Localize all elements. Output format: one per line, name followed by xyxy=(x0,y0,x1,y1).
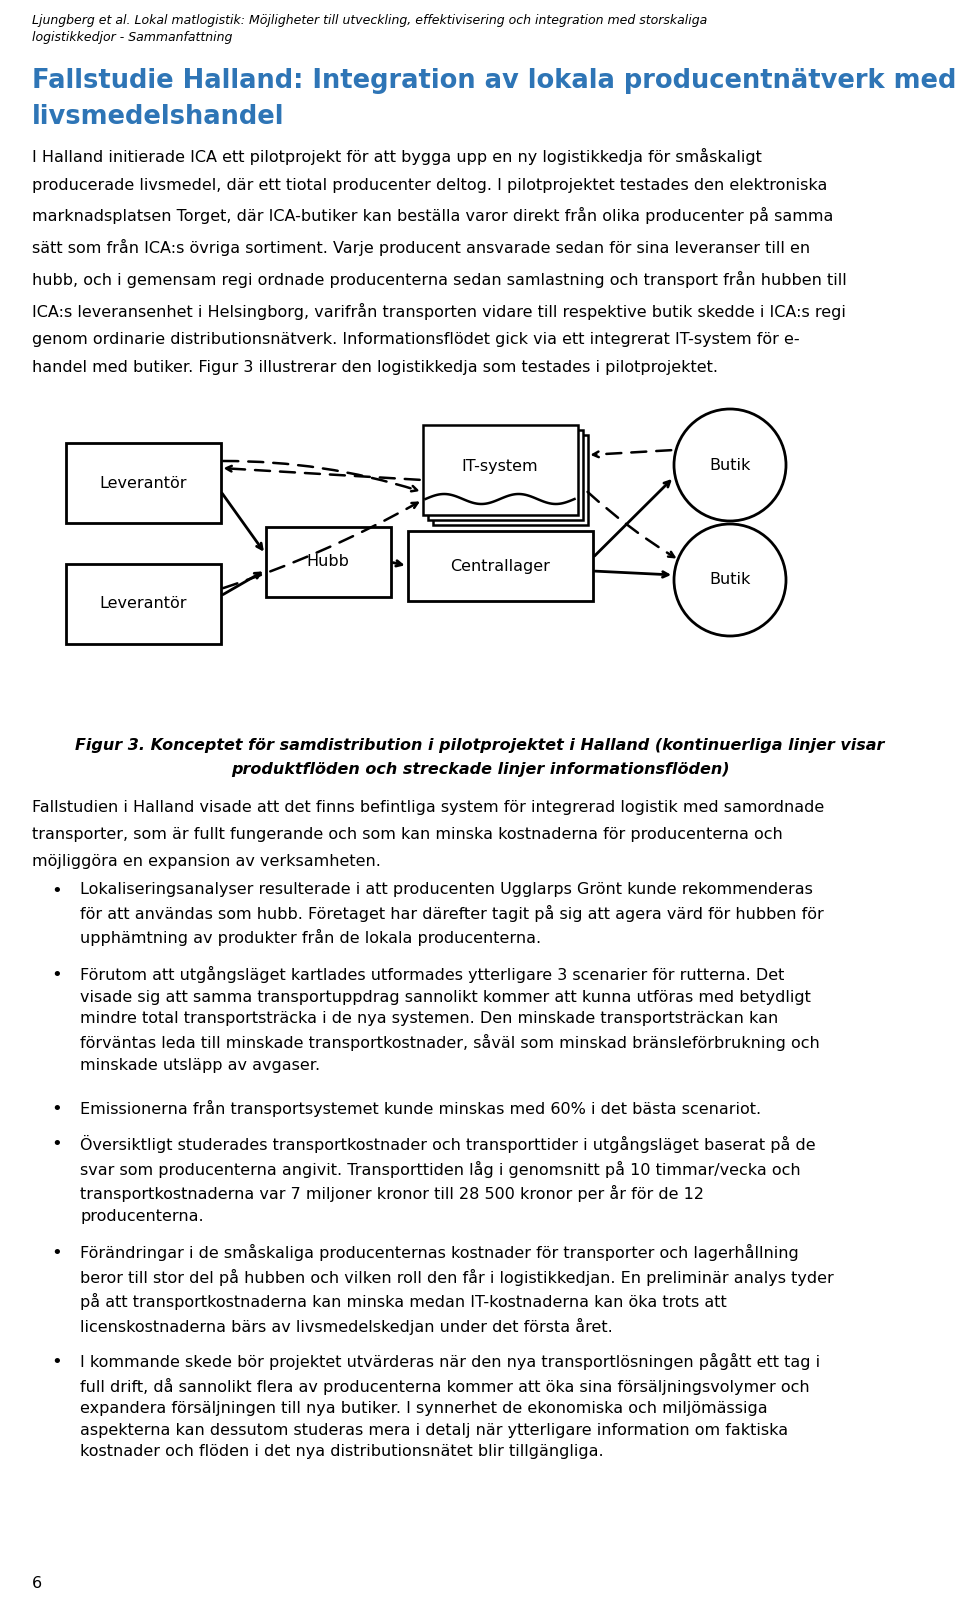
Text: IT-system: IT-system xyxy=(462,459,539,473)
Bar xyxy=(65,564,221,644)
Text: Leverantör: Leverantör xyxy=(99,476,187,491)
Text: Leverantör: Leverantör xyxy=(99,596,187,612)
Text: Hubb: Hubb xyxy=(306,555,349,569)
Bar xyxy=(407,531,592,601)
Text: Butik: Butik xyxy=(709,457,751,473)
Text: Centrallager: Centrallager xyxy=(450,558,550,574)
Text: Förändringar i de småskaliga producenternas kostnader för transporter och lagerh: Förändringar i de småskaliga producenter… xyxy=(80,1243,833,1334)
Text: Fallstudien i Halland visade att det finns befintliga system för integrerad logi: Fallstudien i Halland visade att det fin… xyxy=(32,801,825,869)
Text: •: • xyxy=(52,882,62,900)
Text: produktflöden och streckade linjer informationsflöden): produktflöden och streckade linjer infor… xyxy=(230,762,730,777)
Text: Fallstudie Halland: Integration av lokala producentnätverk med storskalig: Fallstudie Halland: Integration av lokal… xyxy=(32,69,960,94)
Text: •: • xyxy=(52,1099,62,1119)
Text: •: • xyxy=(52,1243,62,1262)
Bar xyxy=(427,430,583,519)
Text: Förutom att utgångsläget kartlades utformades ytterligare 3 scenarier för rutter: Förutom att utgångsläget kartlades utfor… xyxy=(80,967,820,1072)
Bar xyxy=(65,443,221,523)
Text: Emissionerna från transportsystemet kunde minskas med 60% i det bästa scenariot.: Emissionerna från transportsystemet kund… xyxy=(80,1099,761,1117)
Text: •: • xyxy=(52,1354,62,1371)
Text: •: • xyxy=(52,967,62,984)
Text: Lokaliseringsanalyser resulterade i att producenten Ugglarps Grönt kunde rekomme: Lokaliseringsanalyser resulterade i att … xyxy=(80,882,824,946)
Bar xyxy=(266,527,391,598)
Circle shape xyxy=(674,524,786,636)
Text: Översiktligt studerades transportkostnader och transporttider i utgångsläget bas: Översiktligt studerades transportkostnad… xyxy=(80,1135,816,1224)
Text: Ljungberg et al. Lokal matlogistik: Möjligheter till utveckling, effektivisering: Ljungberg et al. Lokal matlogistik: Möjl… xyxy=(32,14,708,43)
Text: Butik: Butik xyxy=(709,572,751,588)
Circle shape xyxy=(674,409,786,521)
Bar xyxy=(422,425,578,515)
Text: I Halland initierade ICA ett pilotprojekt för att bygga upp en ny logistikkedja : I Halland initierade ICA ett pilotprojek… xyxy=(32,149,847,376)
Text: livsmedelshandel: livsmedelshandel xyxy=(32,104,284,129)
Text: Figur 3. Konceptet för samdistribution i pilotprojektet i Halland (kontinuerliga: Figur 3. Konceptet för samdistribution i… xyxy=(75,738,885,753)
Bar xyxy=(433,435,588,526)
Text: 6: 6 xyxy=(32,1576,42,1592)
Text: I kommande skede bör projektet utvärderas när den nya transportlösningen pågått : I kommande skede bör projektet utvärdera… xyxy=(80,1354,820,1459)
Text: •: • xyxy=(52,1135,62,1152)
